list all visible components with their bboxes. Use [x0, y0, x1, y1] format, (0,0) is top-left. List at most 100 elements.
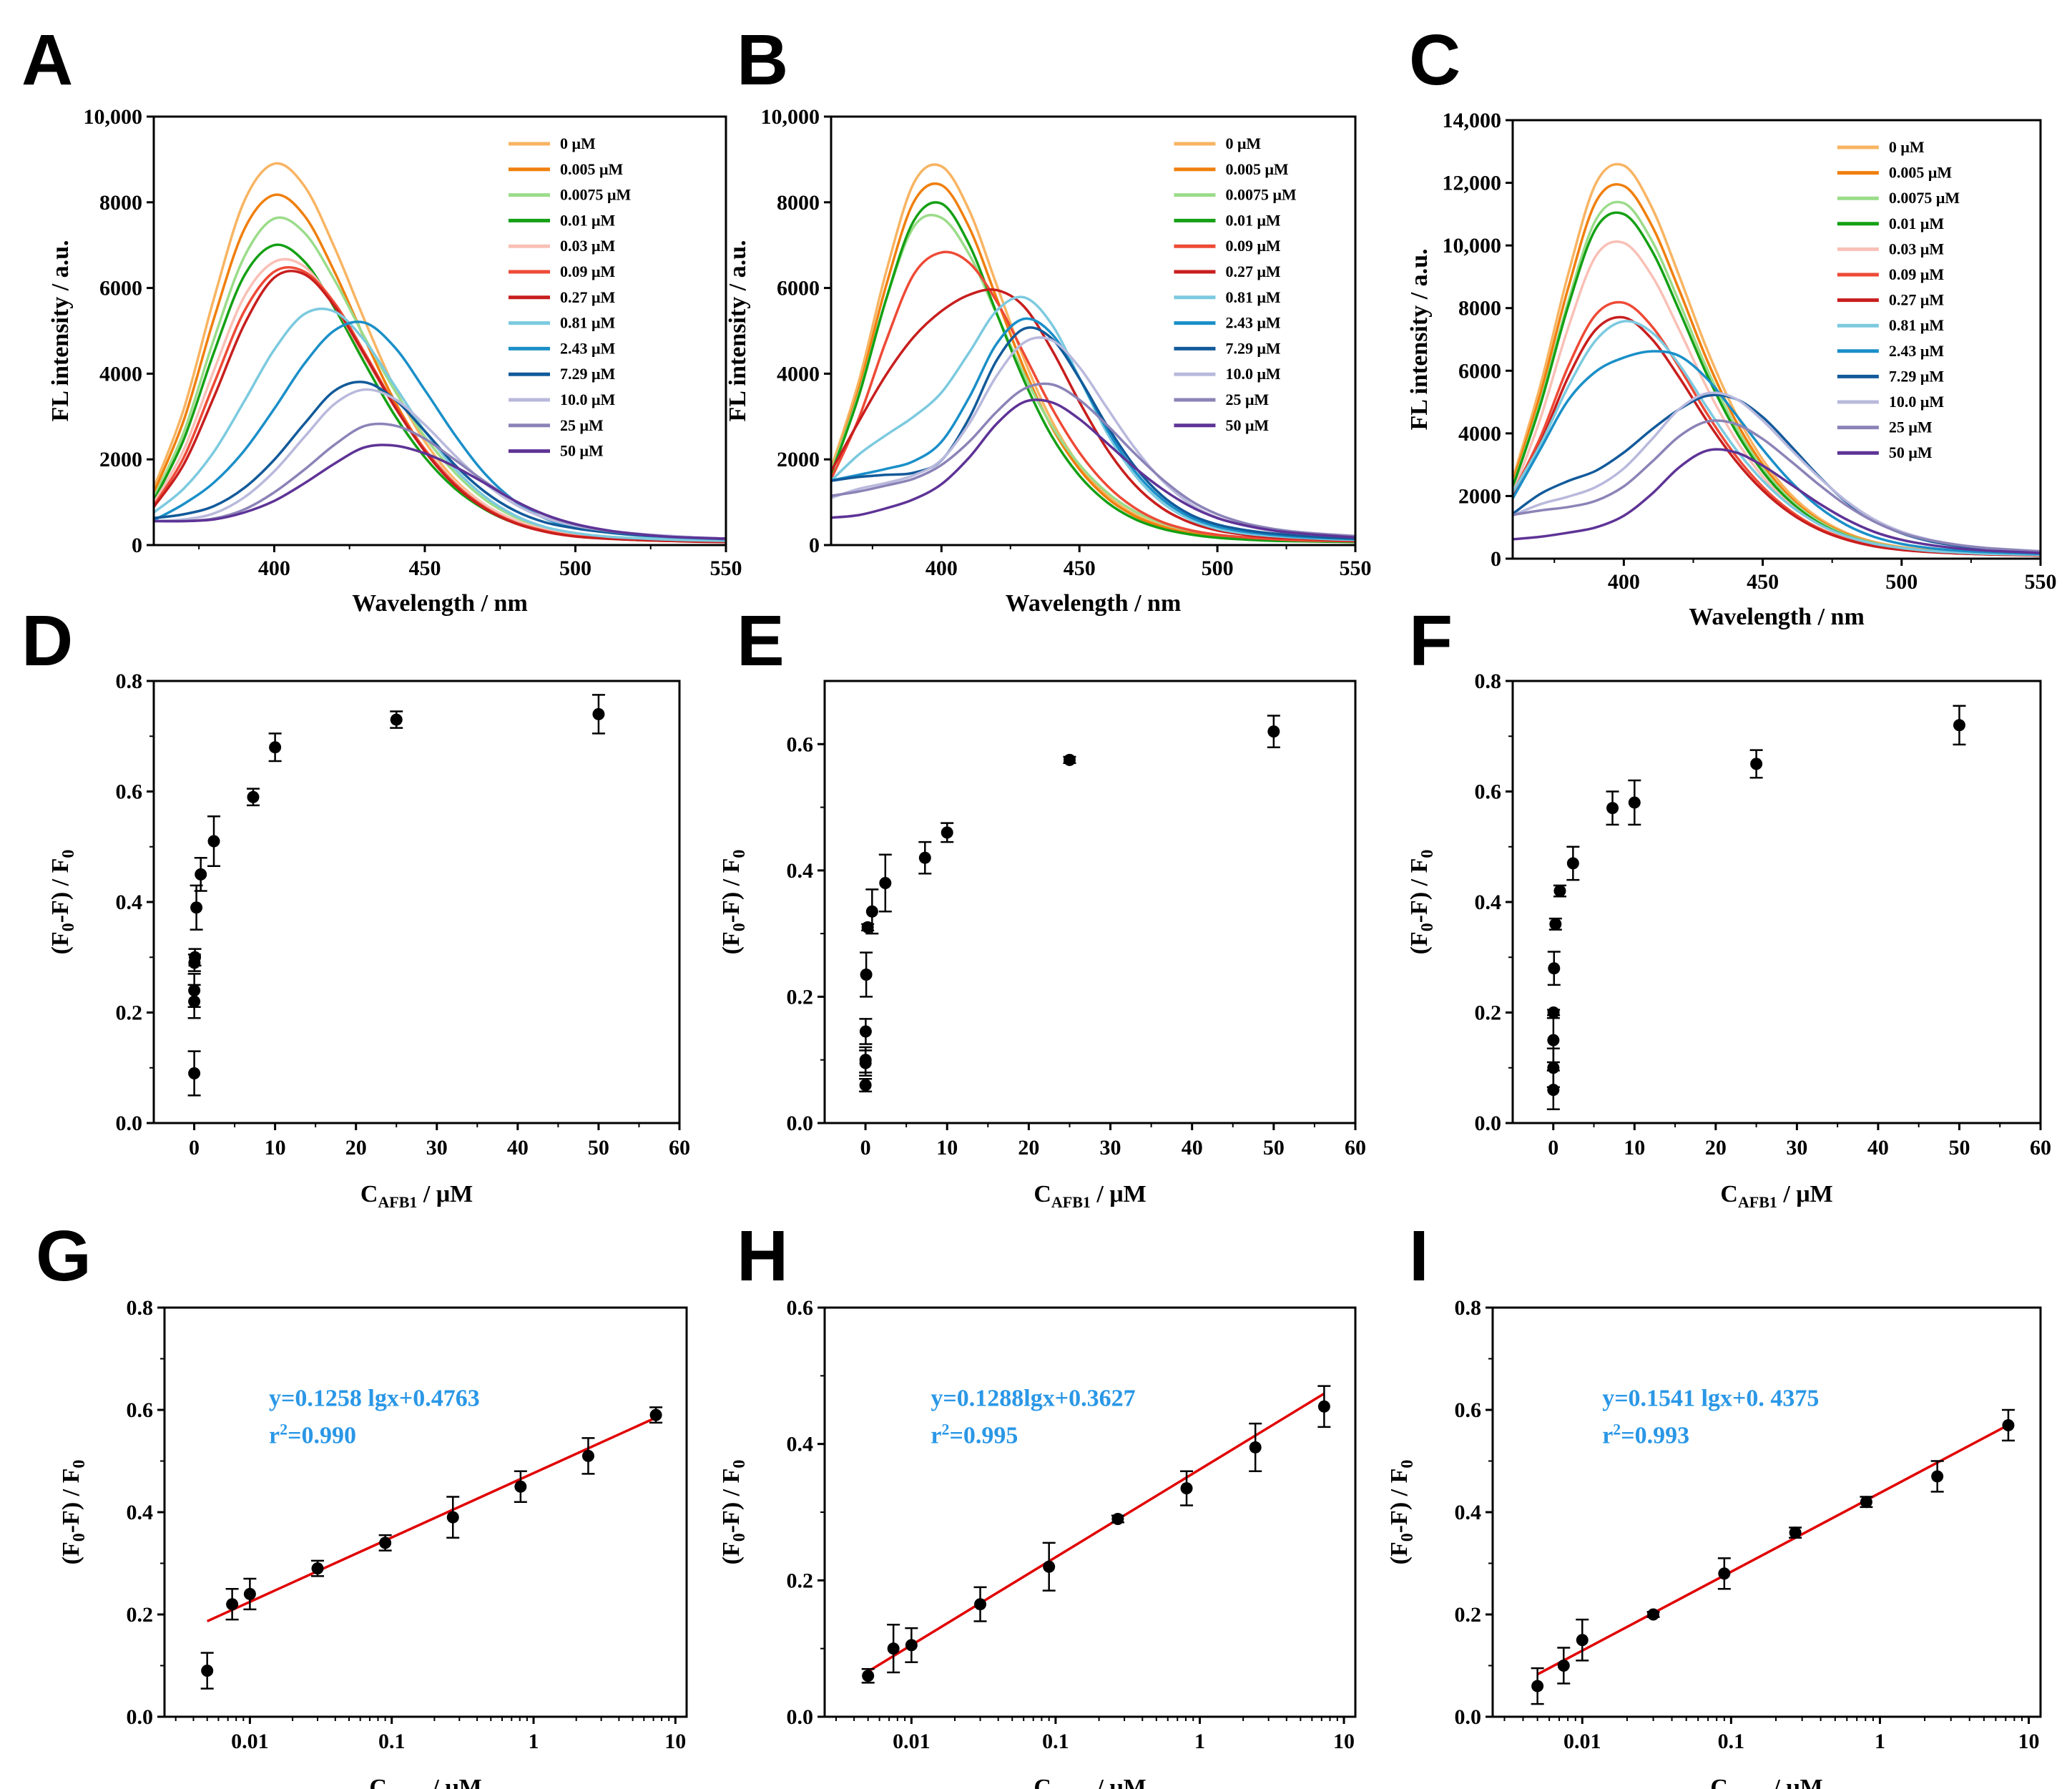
data-point — [190, 901, 203, 914]
series-line-25M — [831, 382, 1355, 538]
data-point — [1111, 1513, 1124, 1526]
legend-label: 7.29 μM — [1225, 339, 1280, 357]
y-tick-label: 10,000 — [1443, 234, 1502, 258]
x-axis-label-G: CAFB1 / μM — [369, 1775, 481, 1789]
data-point — [189, 951, 202, 964]
y-tick-label: 0.2 — [1475, 1001, 1502, 1025]
y-axis-label-F: (F0-F) / F0 — [1406, 850, 1437, 955]
x-tick-label: 10 — [664, 1730, 686, 1753]
y-tick-label: 4000 — [99, 362, 142, 386]
y-tick-label: 0.6 — [787, 732, 814, 756]
legend-label: 0.27 μM — [560, 288, 615, 306]
series-line-0.27M — [831, 288, 1355, 542]
series-group-A — [154, 162, 726, 544]
x-tick-label: 1 — [1875, 1730, 1885, 1753]
fit-equation: y=0.1288lgx+0.3627 — [931, 1385, 1135, 1411]
data-point — [201, 1665, 214, 1677]
x-axis-label-I: CAFB1 / μM — [1710, 1775, 1822, 1789]
y-tick-label: 0 — [132, 534, 142, 557]
data-point — [390, 713, 403, 726]
data-point — [1547, 1006, 1560, 1019]
data-point — [1557, 1660, 1570, 1672]
x-tick-label: 30 — [426, 1136, 448, 1160]
x-tick-label: 10 — [2018, 1730, 2040, 1753]
y-tick-label: 0.8 — [1475, 670, 1502, 693]
legend-label: 7.29 μM — [560, 365, 615, 383]
y-tick-label: 0.6 — [1455, 1398, 1482, 1422]
x-tick-label: 0 — [189, 1136, 200, 1160]
x-tick-label: 450 — [408, 557, 441, 580]
y-tick-label: 8000 — [99, 191, 142, 215]
legend-label: 0.01 μM — [1889, 215, 1944, 232]
series-line-0.01M — [154, 243, 726, 543]
data-point — [1931, 1470, 1944, 1483]
data-point — [311, 1562, 324, 1575]
y-tick-label: 2000 — [99, 448, 142, 471]
legend-label: 0.01 μM — [560, 211, 615, 229]
data-point — [195, 868, 207, 881]
y-tick-label: 2000 — [1458, 484, 1501, 508]
y-tick-label: 0.2 — [787, 1569, 814, 1592]
y-tick-label: 0.4 — [787, 859, 814, 883]
data-point — [188, 1067, 201, 1079]
y-tick-label: 0.8 — [116, 670, 143, 693]
data-point — [226, 1598, 239, 1611]
panel-label-A: A — [21, 20, 73, 100]
data-point — [247, 790, 260, 803]
x-tick-label: 450 — [1747, 570, 1779, 594]
x-tick-label: 60 — [1345, 1136, 1366, 1160]
legend-label: 0.81 μM — [560, 314, 615, 332]
x-tick-label: 20 — [1705, 1136, 1727, 1160]
series-line-0.03M — [154, 258, 726, 543]
series-line-0.81M — [831, 295, 1355, 541]
data-point — [879, 877, 892, 890]
data-point — [859, 1054, 872, 1067]
x-tick-label: 60 — [669, 1136, 690, 1160]
data-point — [1860, 1496, 1872, 1509]
legend-label: 2.43 μM — [560, 339, 615, 357]
legend-label: 2.43 μM — [1889, 342, 1944, 360]
chart-E: E 0 10 20 30 40 50 60 0.0 0.2 0.4 0.6 CAFB1 / μM (F0-… — [718, 601, 1366, 1211]
y-tick-label: 12,000 — [1443, 172, 1502, 195]
x-tick-label: 0.1 — [1042, 1730, 1069, 1753]
x-tick-label: 400 — [1608, 570, 1640, 594]
x-axis-label-B: Wavelength / nm — [1006, 590, 1182, 617]
series-line-0.81M — [154, 307, 726, 542]
data-point — [1576, 1634, 1589, 1647]
plot-frame-G — [163, 1306, 688, 1718]
fit-equation: y=0.1541 lgx+0. 4375 — [1602, 1385, 1819, 1411]
chart-C: C 400 450 500 550 0 2000 4000 6000 8000 10,000 12,0… — [1406, 20, 2057, 630]
chart-G: G 0.01 0.1 1 10 0.0 0.2 0.4 0.6 0.8 y=0.1258 lgx+0… — [36, 1216, 688, 1789]
y-tick-label: 4000 — [777, 362, 820, 386]
legend-label: 0 μM — [1889, 138, 1925, 156]
y-tick-label: 14,000 — [1443, 109, 1502, 132]
legend-label: 7.29 μM — [1889, 367, 1944, 385]
x-tick-label: 20 — [1018, 1136, 1039, 1160]
data-point — [1249, 1441, 1262, 1454]
data-point — [1789, 1526, 1802, 1539]
series-line-25M — [1513, 419, 2041, 553]
data-point — [941, 826, 953, 839]
y-tick-label: 0.8 — [127, 1296, 154, 1320]
x-tick-label: 60 — [2030, 1136, 2051, 1160]
legend-label: 0.0075 μM — [1225, 186, 1296, 204]
y-tick-label: 0.0 — [787, 1705, 814, 1729]
x-tick-label: 550 — [1340, 557, 1372, 580]
y-tick-label: 0.0 — [1455, 1705, 1482, 1729]
x-tick-label: 1 — [528, 1730, 539, 1753]
x-axis-label-D: CAFB1 / μM — [360, 1181, 473, 1211]
data-point — [865, 905, 878, 918]
x-tick-label: 0.1 — [378, 1730, 406, 1753]
r-squared-label: r2=0.993 — [1602, 1420, 1689, 1449]
fit-equation: y=0.1258 lgx+0.4763 — [269, 1385, 480, 1411]
x-axis-label-F: CAFB1 / μM — [1720, 1181, 1832, 1211]
y-tick-label: 0.4 — [116, 891, 143, 914]
x-tick-label: 50 — [588, 1136, 609, 1160]
legend-label: 25 μM — [1889, 418, 1933, 436]
series-line-7.29M — [831, 326, 1355, 540]
x-axis-label-C: Wavelength / nm — [1689, 604, 1865, 630]
data-point — [1628, 796, 1641, 809]
series-line-0M — [1513, 162, 2041, 557]
y-tick-label: 2000 — [777, 448, 820, 471]
y-tick-label: 8000 — [1458, 297, 1501, 320]
